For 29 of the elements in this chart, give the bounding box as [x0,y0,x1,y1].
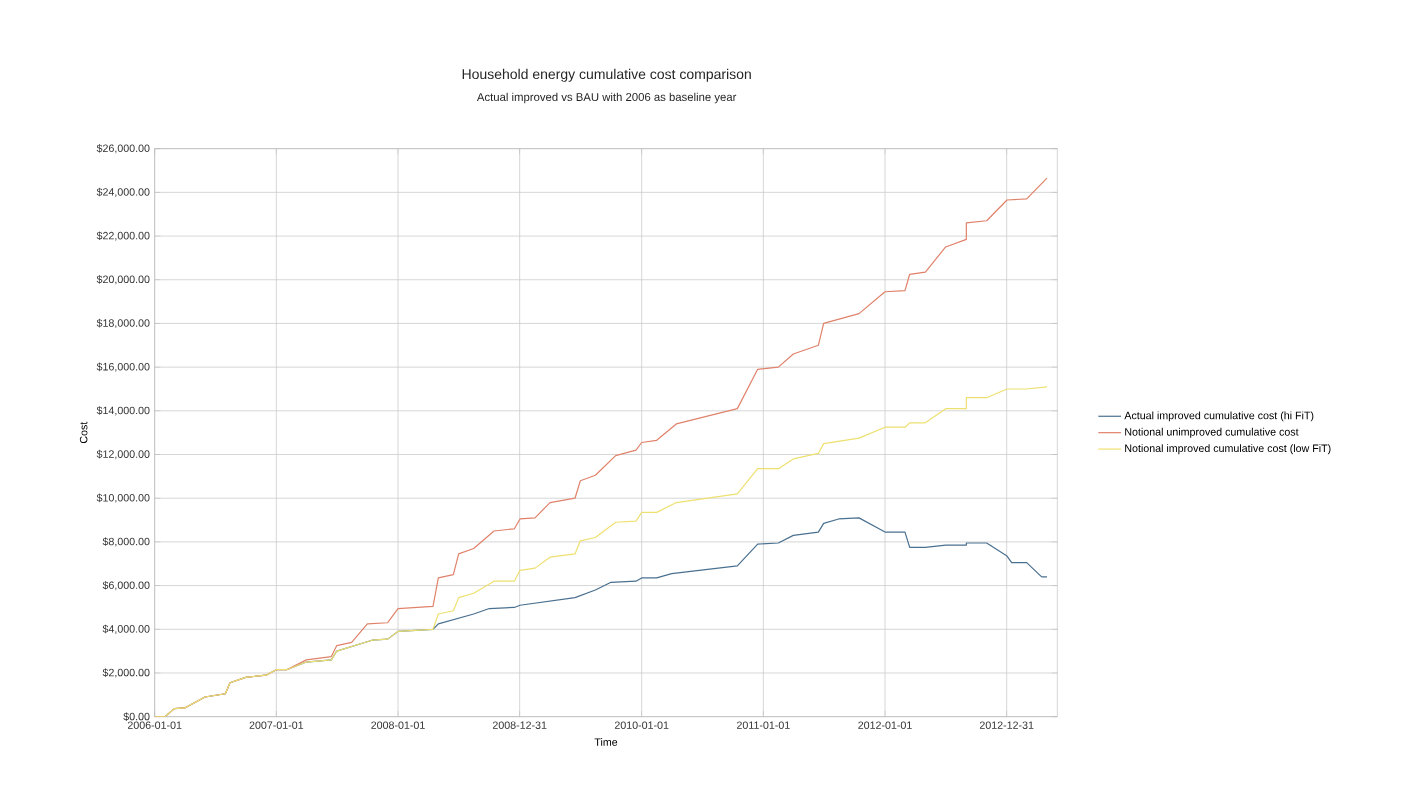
y-tick-label: $24,000.00 [96,187,150,197]
x-tick-label: 2011-01-01 [737,721,790,729]
y-tick-label: $0.00 [123,712,150,721]
chart-subtitle: Actual improved vs BAU with 2006 as baseline year [476,92,737,104]
x-tick-label: 2007-01-01 [249,721,304,729]
y-tick-label: $14,000.00 [96,406,150,416]
y-tick-label: $12,000.00 [96,449,150,460]
x-tick-label: 2010-01-01 [614,721,669,729]
y-tick-label: $4,000.00 [102,624,150,634]
y-tick-label: $2,000.00 [102,668,150,678]
x-axis-title: Time [594,738,618,746]
y-axis-title: Cost [79,421,88,444]
y-tick-label: $6,000.00 [102,580,150,591]
y-tick-label: $26,000.00 [96,144,150,154]
y-tick-label: $18,000.00 [96,318,150,329]
legend-label: Notional unimproved cumulative cost [1125,427,1299,438]
y-tick-label: $8,000.00 [102,537,150,547]
chart-title: Household energy cumulative cost comparison [462,68,751,82]
y-tick-label: $10,000.00 [96,493,150,503]
y-tick-label: $16,000.00 [96,362,150,372]
y-tick-label: $20,000.00 [96,275,150,285]
legend-label: Actual improved cumulative cost (hi FiT) [1124,411,1314,422]
x-tick-label: 2012-01-01 [858,721,912,729]
legend-label: Notional improved cumulative cost (low FiT) [1125,444,1331,455]
x-tick-label: 2008-01-01 [371,721,425,729]
x-tick-label: 2012-12-31 [979,721,1034,729]
x-tick-label: 2008-12-31 [492,721,547,729]
y-tick-label: $22,000.00 [96,231,150,241]
x-tick-label: 2006-01-01 [127,721,182,729]
